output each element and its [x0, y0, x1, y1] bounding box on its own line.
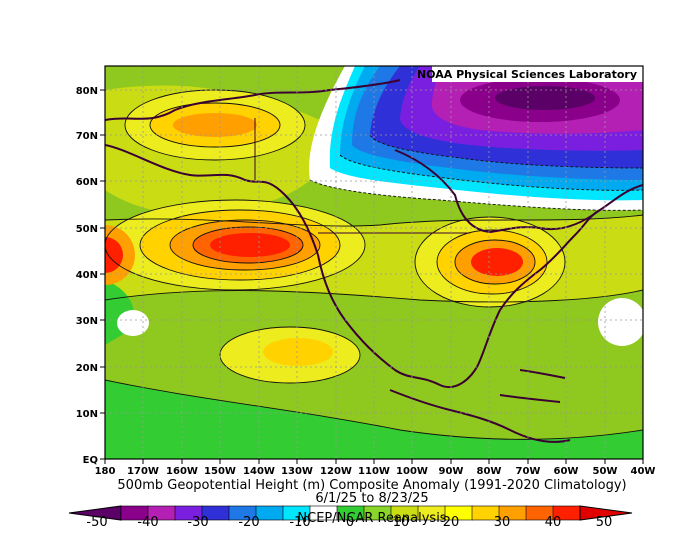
lat-label: 30N	[76, 316, 98, 327]
colorbar-label: 40	[545, 515, 562, 530]
gulf-high-core	[173, 113, 257, 137]
lon-label: 180	[95, 466, 116, 477]
colorbar-label: 30	[494, 515, 511, 530]
colorbar-label: -50	[86, 515, 107, 530]
lon-label: 80W	[477, 466, 502, 477]
low-core	[495, 86, 595, 110]
grid-lines	[105, 66, 643, 459]
colorbar-label: 10	[393, 515, 410, 530]
colorbar-labels: -50 -40 -30 -20 -10 0 10 20 30 40 50	[86, 515, 612, 530]
dateline-high-core	[105, 237, 123, 273]
lat-label: 60N	[76, 177, 98, 188]
borders	[254, 118, 470, 234]
lon-label: 170W	[127, 466, 159, 477]
colorbar-label: -20	[238, 515, 259, 530]
southern-green-region	[105, 380, 643, 459]
lon-label: 120W	[320, 466, 352, 477]
lon-label: 140W	[243, 466, 275, 477]
title-line-1: 500mb Geopotential Height (m) Composite …	[117, 478, 626, 493]
colorbar-label: -10	[289, 515, 310, 530]
lon-label: 130W	[281, 466, 313, 477]
lon-label: 90W	[439, 466, 464, 477]
lon-label: 50W	[593, 466, 618, 477]
latitude-axis: 80N 70N 60N 50N 40N 30N 20N 10N EQ	[76, 86, 105, 466]
east-high-core	[471, 248, 523, 276]
colorbar-swatch	[255, 505, 284, 521]
lon-label: 100W	[396, 466, 428, 477]
lon-label: 70W	[516, 466, 541, 477]
colorbar-arrow-right	[579, 505, 633, 521]
colorbar-label: 20	[443, 515, 460, 530]
coastlines	[105, 79, 643, 443]
lat-label: 10N	[76, 409, 98, 420]
colorbar-label: -30	[187, 515, 208, 530]
longitude-axis: 180 170W 160W 150W 140W 130W 120W 110W 1…	[95, 459, 656, 477]
lat-label: 70N	[76, 131, 98, 142]
title-line-3: NCEP/NCAR Reanalysis	[297, 511, 446, 526]
zero-patch-east	[598, 298, 643, 346]
lat-label: 20N	[76, 363, 98, 374]
lon-label: 160W	[166, 466, 198, 477]
lat-label: EQ	[83, 455, 98, 466]
zero-patch-west	[117, 310, 149, 336]
colorbar	[68, 505, 633, 521]
title-line-2: 6/1/25 to 8/23/25	[315, 491, 428, 506]
credit-box	[432, 66, 643, 82]
lon-label: 150W	[204, 466, 236, 477]
credit-label: NOAA Physical Sciences Laboratory	[417, 68, 637, 81]
colorbar-label: 0	[346, 515, 354, 530]
pacific-high-core	[210, 233, 290, 257]
lon-label: 60W	[554, 466, 579, 477]
map-field	[105, 66, 643, 459]
subtropical-high-core	[263, 338, 333, 366]
lat-label: 40N	[76, 270, 98, 281]
colorbar-label: -40	[137, 515, 158, 530]
lon-label: 110W	[358, 466, 390, 477]
colorbar-label: 50	[596, 515, 613, 530]
lat-label: 50N	[76, 224, 98, 235]
contour-lines	[105, 89, 643, 440]
lat-label: 80N	[76, 86, 98, 97]
lon-label: 40W	[631, 466, 656, 477]
